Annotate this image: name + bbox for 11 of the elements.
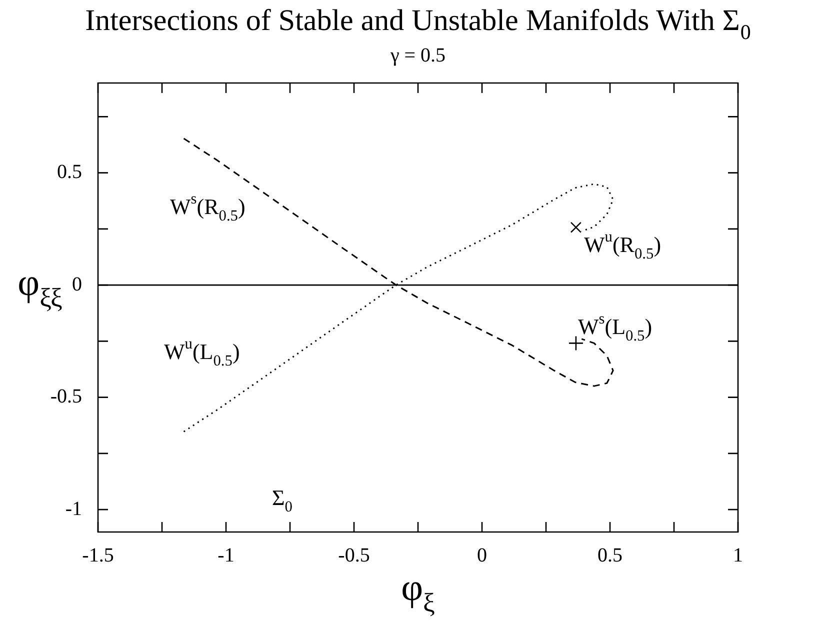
- y-tick-label: 0: [72, 273, 82, 296]
- y-tick-label: 0.5: [57, 161, 82, 184]
- chart-subtitle: γ = 0.5: [389, 44, 446, 66]
- x-tick-label: -1: [218, 544, 234, 566]
- x-tick-label: 1: [733, 544, 743, 566]
- x-tick-label: -1.5: [82, 544, 114, 566]
- x-tick-label: 0: [477, 544, 487, 566]
- y-tick-label: -1: [65, 498, 82, 520]
- x-tick-label: -0.5: [338, 544, 370, 566]
- x-tick-label: 0.5: [598, 544, 622, 566]
- y-tick-label: -0.5: [50, 386, 82, 408]
